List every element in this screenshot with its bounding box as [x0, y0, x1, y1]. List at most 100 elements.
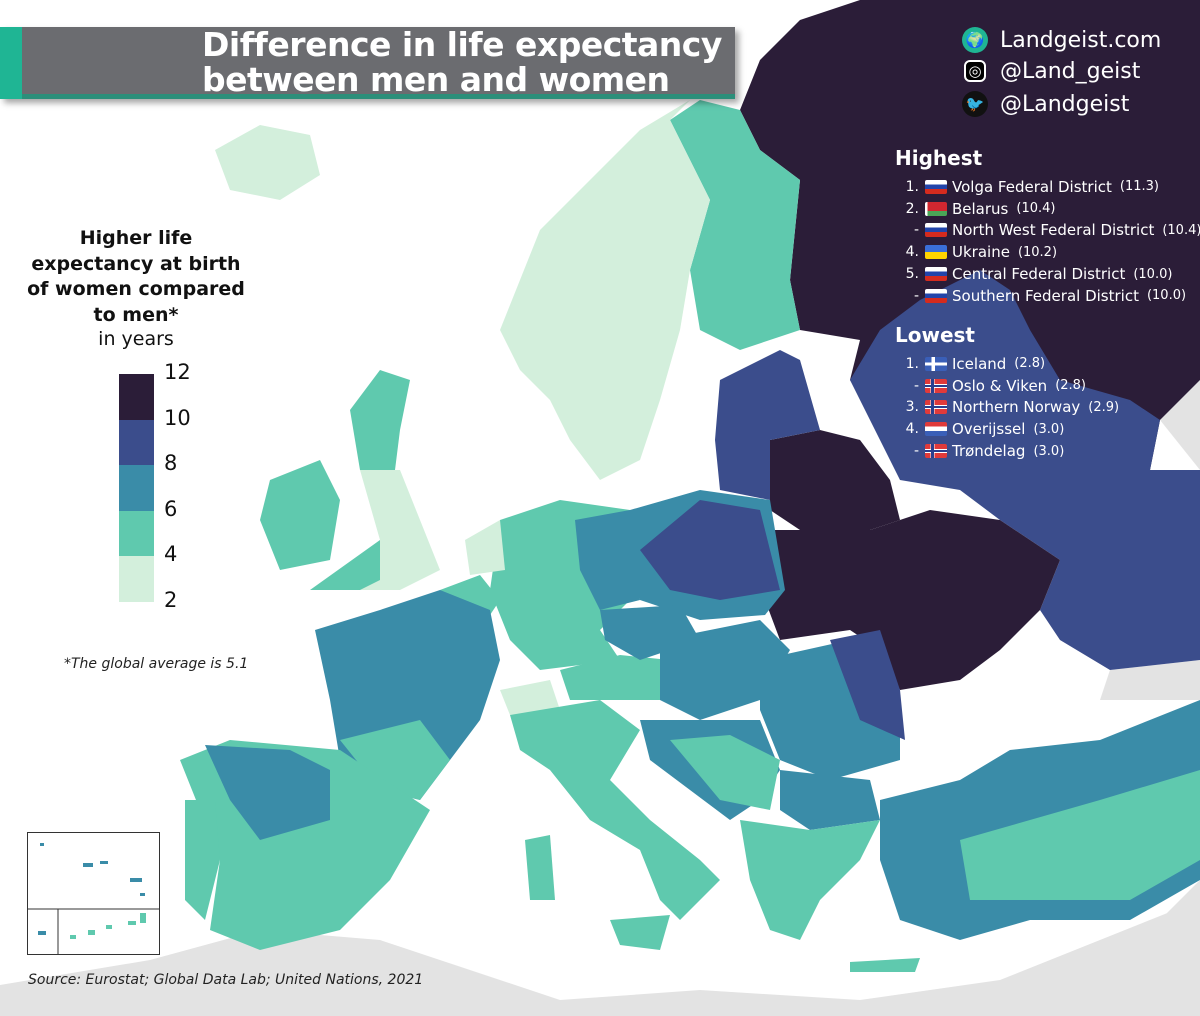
region-value: (10.4): [1162, 222, 1200, 238]
rank-number: 3.: [905, 399, 919, 416]
russia-flag-icon: [925, 179, 947, 194]
region-value: (10.0): [1133, 266, 1173, 282]
lowest-item: - Oslo & Viken (2.8): [895, 375, 1119, 397]
lowest-list: Lowest 1. Iceland (2.8) - Oslo & Viken (2.8) 3…: [895, 323, 1119, 462]
lowest-item: 1. Iceland (2.8): [895, 353, 1119, 375]
region-value: (10.4): [1016, 201, 1056, 217]
russia-flag-icon: [925, 288, 947, 303]
legend-scale: [119, 374, 154, 602]
legend-bin: [119, 510, 154, 557]
region-wales: [310, 540, 380, 590]
rank-number: 4.: [905, 244, 919, 261]
title-line-2: between men and women: [202, 60, 670, 99]
social-website[interactable]: 🌍 Landgeist.com: [962, 27, 1161, 53]
rank-number: -: [913, 287, 919, 304]
highest-item: - Southern Federal District (10.0): [895, 285, 1200, 307]
region-italy: [510, 700, 720, 920]
highest-item: 5. Central Federal District (10.0): [895, 263, 1200, 285]
legend-bin: [119, 556, 154, 602]
rank-number: 1.: [905, 178, 919, 195]
rank-number: -: [913, 443, 919, 460]
lowest-item: - Trøndelag (3.0): [895, 440, 1119, 462]
rank-number: 2.: [905, 200, 919, 217]
region-name: Northern Norway: [952, 398, 1081, 417]
highest-item: - North West Federal District (10.4): [895, 220, 1200, 242]
lowest-heading: Lowest: [895, 323, 975, 347]
belarus-flag-icon: [925, 201, 947, 216]
region-value: (3.0): [1033, 421, 1065, 437]
region-france-south: [340, 720, 450, 800]
region-ukraine: [765, 510, 1060, 690]
ukraine-flag-icon: [925, 245, 947, 260]
title-banner: [0, 27, 735, 99]
region-name: Belarus: [952, 199, 1009, 218]
region-bosnia-serbia: [670, 735, 780, 810]
region-russia-northwest: [740, 0, 1200, 480]
highest-item: 4. Ukraine (10.2): [895, 241, 1200, 263]
region-norway-sweden: [500, 100, 710, 480]
legend-unit: in years: [98, 328, 174, 350]
caucasus-land: [1160, 380, 1200, 470]
twitter-label: @Landgeist: [1000, 91, 1130, 117]
highest-item: 2. Belarus (10.4): [895, 198, 1200, 220]
footnote: *The global average is 5.1: [64, 656, 249, 672]
region-finland: [670, 100, 800, 350]
region-value: (3.0): [1033, 443, 1065, 459]
legend-tick: 12: [164, 360, 191, 384]
region-switzerland: [500, 680, 560, 715]
title-accent: [0, 27, 22, 99]
region-value: (10.2): [1017, 244, 1058, 260]
norway-flag-icon: [925, 444, 947, 459]
region-scotland: [350, 370, 410, 470]
region-sardinia: [525, 835, 555, 900]
russia-flag-icon: [925, 267, 947, 282]
region-austria: [560, 655, 670, 700]
instagram-icon: ◎: [964, 60, 986, 82]
africa-land: [0, 900, 1200, 1016]
rank-number: -: [913, 377, 919, 394]
region-name: Trøndelag: [952, 442, 1026, 461]
region-baltics: [715, 350, 820, 500]
title-underline: [22, 94, 735, 99]
social-instagram[interactable]: ◎ @Land_geist: [962, 58, 1140, 84]
region-netherlands: [465, 520, 505, 575]
legend-tick: 4: [164, 542, 178, 567]
source-note: Source: Eurostat; Global Data Lab; Unite…: [28, 972, 424, 988]
legend-bin: [119, 374, 154, 420]
legend-title: Higher life expectancy at birth of women…: [27, 227, 245, 326]
legend-bin: [119, 465, 154, 511]
region-value: (2.9): [1088, 399, 1120, 415]
region-name: Oslo & Viken: [952, 376, 1048, 395]
social-twitter[interactable]: 🐦 @Landgeist: [962, 91, 1129, 117]
highest-heading: Highest: [895, 146, 983, 170]
twitter-icon: 🐦: [962, 91, 988, 117]
region-bulgaria: [780, 770, 880, 830]
netherlands-flag-icon: [925, 422, 947, 437]
region-value: (10.0): [1146, 288, 1187, 304]
region-name: North West Federal District: [952, 221, 1155, 240]
title-line-1: Difference in life expectancy: [202, 25, 722, 64]
region-name: Overijssel: [952, 420, 1026, 439]
iceland-flag-icon: [925, 356, 947, 371]
instagram-label: @Land_geist: [1000, 58, 1141, 84]
region-slovakia-hungary: [660, 620, 790, 720]
legend-tick: 8: [164, 451, 178, 476]
region-turkey-south: [960, 770, 1200, 900]
region-value: (11.3): [1119, 179, 1159, 195]
region-greece: [740, 820, 880, 940]
legend-bin: [119, 419, 154, 466]
legend-tick: 2: [164, 588, 178, 612]
region-ireland: [260, 460, 340, 570]
region-iceland: [215, 125, 320, 200]
norway-flag-icon: [925, 378, 947, 393]
region-moldova-east-romania: [830, 630, 905, 740]
rank-number: -: [913, 222, 919, 239]
region-name: Southern Federal District: [952, 286, 1139, 305]
region-name: Volga Federal District: [952, 177, 1112, 196]
canary-azores-inset: [27, 832, 160, 955]
rank-number: 5.: [905, 266, 919, 283]
website-label: Landgeist.com: [1000, 27, 1162, 53]
lowest-item: 4. Overijssel (3.0): [895, 418, 1119, 440]
